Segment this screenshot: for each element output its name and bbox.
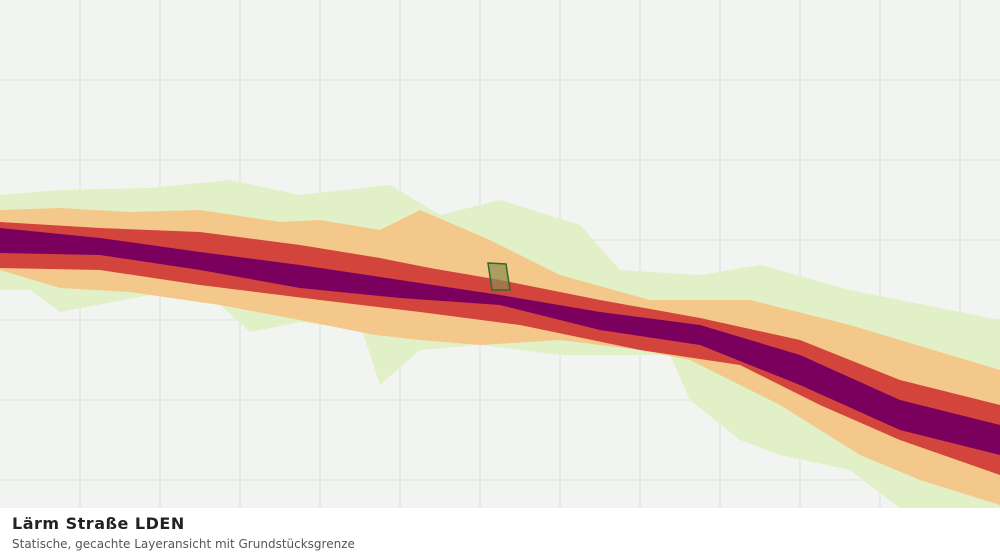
caption-panel: Lärm Straße LDEN Statische, gecachte Lay…: [0, 508, 1000, 560]
parcel-boundary[interactable]: [487, 262, 511, 291]
map: [0, 0, 1000, 508]
noise-zone-high: [0, 222, 1000, 475]
layer-subtitle: Statische, gecachte Layeransicht mit Gru…: [12, 537, 355, 551]
noise-zone-very-high: [0, 228, 1000, 455]
layer-title: Lärm Straße LDEN: [12, 514, 185, 533]
